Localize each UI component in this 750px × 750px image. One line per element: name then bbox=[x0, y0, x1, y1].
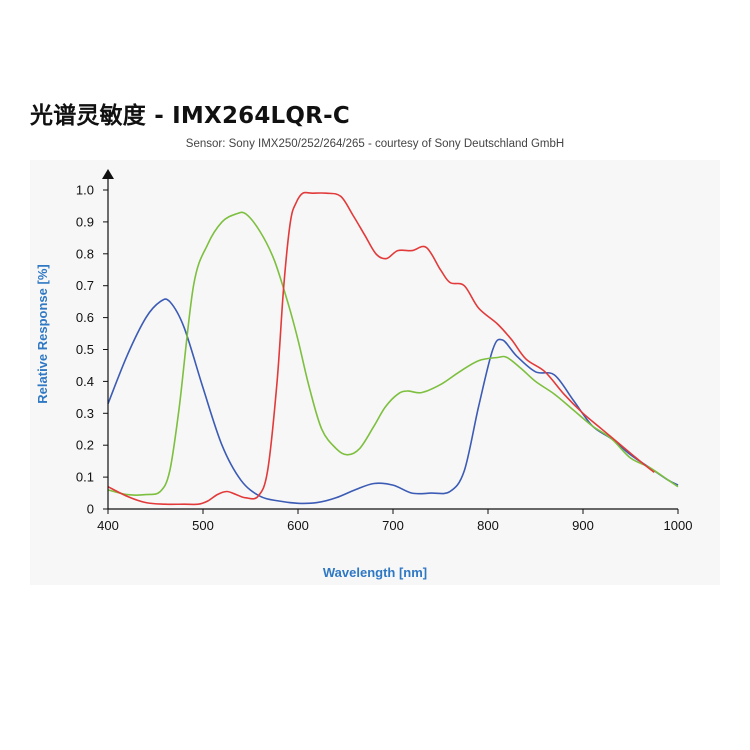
x-axis-title: Wavelength [nm] bbox=[323, 565, 427, 580]
y-tick-label: 0.1 bbox=[76, 470, 94, 485]
x-tick-label: 900 bbox=[572, 518, 594, 533]
y-tick-label: 0.3 bbox=[76, 406, 94, 421]
x-ticks-group: 400 500 600 700 800 900 1000 bbox=[97, 509, 692, 533]
x-tick-label: 800 bbox=[477, 518, 499, 533]
x-tick-label: 400 bbox=[97, 518, 119, 533]
y-tick-label: 0 bbox=[87, 502, 94, 517]
chart-title: 光谱灵敏度 - IMX264LQR-C bbox=[30, 103, 350, 129]
chart-background bbox=[30, 160, 720, 585]
y-ticks-group: 0 0.1 0.2 0.3 0.4 0.5 0.6 0.7 0.8 0.9 1.0 bbox=[76, 183, 108, 517]
red-channel-line bbox=[107, 191, 655, 506]
y-tick-label: 1.0 bbox=[76, 183, 94, 198]
y-axis-arrow bbox=[102, 169, 114, 179]
y-tick-label: 0.6 bbox=[76, 310, 94, 325]
y-axis-title: Relative Response [%] bbox=[35, 264, 50, 403]
green-channel-line bbox=[107, 211, 679, 496]
y-tick-label: 0.8 bbox=[76, 246, 94, 261]
chart-subtitle: Sensor: Sony IMX250/252/264/265 - courte… bbox=[185, 138, 565, 150]
y-tick-label: 0.7 bbox=[76, 278, 94, 293]
y-tick-label: 0.5 bbox=[76, 342, 94, 357]
x-tick-label: 500 bbox=[192, 518, 214, 533]
x-tick-label: 700 bbox=[382, 518, 404, 533]
y-tick-label: 0.9 bbox=[76, 214, 94, 229]
x-tick-label: 1000 bbox=[664, 518, 693, 533]
y-tick-label: 0.2 bbox=[76, 438, 94, 453]
y-tick-label: 0.4 bbox=[76, 374, 94, 389]
series-group bbox=[107, 191, 679, 506]
x-tick-label: 600 bbox=[287, 518, 309, 533]
